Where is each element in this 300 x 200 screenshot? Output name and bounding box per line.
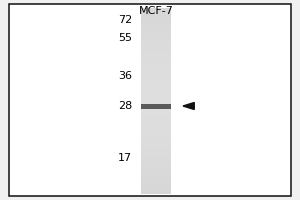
- Bar: [141, 27, 171, 30]
- Bar: [141, 178, 171, 182]
- Bar: [141, 126, 171, 129]
- Bar: [141, 132, 171, 135]
- Bar: [141, 151, 171, 154]
- Bar: [141, 11, 171, 14]
- Bar: [141, 120, 171, 123]
- Bar: [141, 30, 171, 33]
- Bar: [141, 17, 171, 20]
- Bar: [141, 185, 171, 188]
- Bar: [141, 82, 171, 86]
- Text: 17: 17: [118, 153, 132, 163]
- Bar: [141, 188, 171, 191]
- Bar: [141, 58, 171, 61]
- Text: 28: 28: [118, 101, 132, 111]
- Bar: [141, 79, 171, 82]
- Bar: [141, 148, 171, 151]
- Bar: [141, 116, 171, 120]
- Bar: [141, 14, 171, 17]
- Bar: [141, 172, 171, 175]
- Bar: [141, 33, 171, 36]
- Text: 55: 55: [118, 33, 132, 43]
- Bar: [141, 144, 171, 148]
- Bar: [141, 169, 171, 172]
- Bar: [141, 98, 171, 101]
- Bar: [141, 123, 171, 126]
- Bar: [141, 166, 171, 169]
- Bar: [141, 54, 171, 58]
- Bar: [141, 73, 171, 76]
- Bar: [141, 141, 171, 144]
- Bar: [141, 20, 171, 23]
- Bar: [141, 135, 171, 138]
- Bar: [141, 160, 171, 163]
- Bar: [141, 138, 171, 141]
- Bar: [141, 104, 171, 107]
- Bar: [141, 191, 171, 194]
- Bar: [141, 107, 171, 110]
- Bar: [141, 70, 171, 73]
- Bar: [141, 157, 171, 160]
- Bar: [141, 86, 171, 89]
- Bar: [141, 8, 171, 194]
- Bar: [141, 48, 171, 51]
- Bar: [141, 101, 171, 104]
- Bar: [141, 92, 171, 95]
- Bar: [141, 104, 171, 108]
- Bar: [141, 36, 171, 39]
- Bar: [141, 51, 171, 55]
- Bar: [141, 8, 171, 11]
- Bar: [141, 67, 171, 70]
- Bar: [141, 61, 171, 64]
- Bar: [141, 95, 171, 98]
- Bar: [141, 163, 171, 166]
- Bar: [141, 182, 171, 185]
- Bar: [141, 175, 171, 178]
- Bar: [141, 24, 171, 27]
- Bar: [141, 110, 171, 113]
- Text: MCF-7: MCF-7: [139, 6, 173, 16]
- Bar: [141, 113, 171, 116]
- Bar: [141, 89, 171, 92]
- Bar: [141, 64, 171, 67]
- Text: 36: 36: [118, 71, 132, 81]
- Text: 72: 72: [118, 15, 132, 25]
- Bar: [141, 42, 171, 45]
- Bar: [141, 45, 171, 48]
- Polygon shape: [183, 102, 194, 110]
- Bar: [141, 154, 171, 157]
- Bar: [141, 39, 171, 42]
- Bar: [141, 76, 171, 79]
- Bar: [141, 129, 171, 132]
